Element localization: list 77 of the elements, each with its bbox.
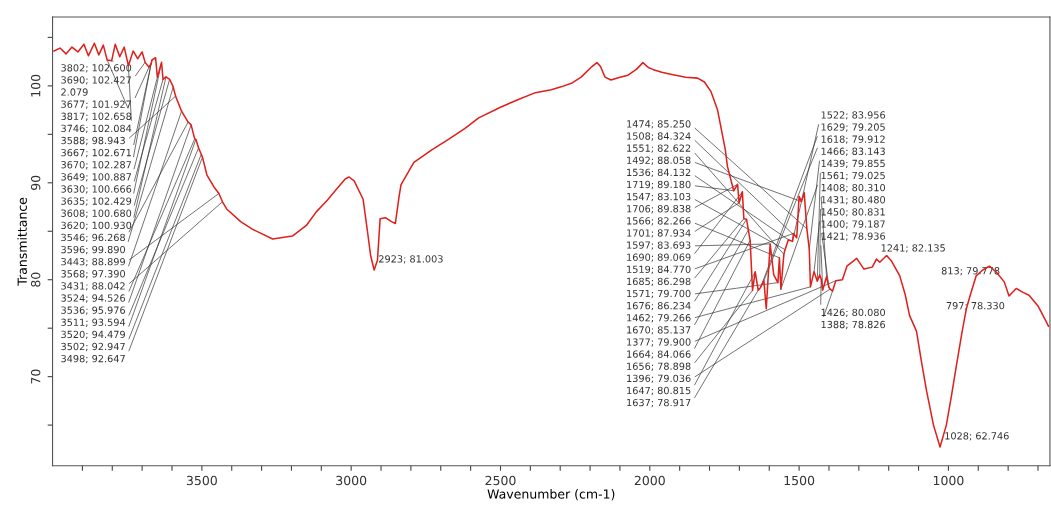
y-tick-label: 100 — [30, 74, 41, 97]
annotation: 1597; 83.693 — [627, 241, 691, 250]
annotation: 1466; 83.143 — [821, 147, 885, 156]
annotation: 1519; 84.770 — [627, 265, 691, 274]
annotation: 3817; 102.658 — [61, 112, 132, 121]
annotation: 2.079 — [61, 88, 88, 96]
annotation: 1618; 79.912 — [821, 135, 885, 144]
annotation: 1522; 83.956 — [821, 111, 886, 120]
annotation: 1241; 82.135 — [881, 244, 945, 253]
annotation: 3498; 92.647 — [61, 354, 125, 364]
annotation: 1690; 89.069 — [627, 253, 691, 262]
annotation: 3635; 102.429 — [61, 197, 132, 206]
annotation: 3588; 98.943 — [61, 136, 125, 146]
annotation: 1439; 79.855 — [821, 159, 885, 169]
annotation: 3431; 88.042 — [61, 282, 125, 291]
annotation: 1400; 79.187 — [821, 220, 885, 229]
annotation: 3511; 93.594 — [61, 318, 126, 327]
annotation: 3649; 100.887 — [61, 173, 132, 182]
annotation: 3608; 100.680 — [61, 209, 132, 218]
y-axis-title: Transmittance — [17, 197, 27, 286]
y-tick-label: 80 — [30, 272, 41, 287]
annotation: 1637; 78.917 — [627, 398, 691, 408]
annotation: 1701; 87.934 — [627, 229, 691, 238]
annotation: 1431; 80.480 — [821, 196, 886, 205]
annotation: 3568; 97.390 — [61, 270, 126, 279]
annotation: 1706; 89.838 — [627, 205, 691, 214]
annotation: 1566; 82.266 — [627, 217, 691, 226]
annotation: 1551; 82.622 — [627, 144, 691, 153]
annotation: 3536; 95.976 — [61, 306, 126, 315]
annotation: 1492; 88.058 — [627, 156, 691, 165]
annotation: 3524; 94.526 — [61, 294, 126, 303]
annotation: 1508; 84.324 — [627, 132, 691, 141]
annotation: 3502; 92.947 — [61, 342, 125, 352]
x-tick-label: 3000 — [336, 475, 367, 486]
annotation: 3520; 94.479 — [61, 330, 125, 340]
annotation: 1664; 84.066 — [627, 350, 691, 359]
annotation: 1474; 85.250 — [627, 120, 691, 129]
x-tick-label: 2500 — [485, 475, 516, 486]
annotation: 1396; 79.036 — [627, 374, 691, 384]
annotation: 3667; 102.671 — [61, 148, 131, 158]
annotation: 1676; 86.234 — [627, 301, 691, 311]
annotation: 1462; 79.266 — [627, 314, 691, 323]
annotation: 1426; 80.080 — [821, 308, 886, 318]
annotation: 1421; 78.936 — [821, 232, 886, 241]
annotation: 3670; 102.287 — [61, 161, 132, 170]
annotation: 1571; 79.700 — [627, 289, 691, 299]
x-axis-title: Wavenumber (cm-1) — [487, 489, 615, 501]
annotation: 1450; 80.831 — [821, 208, 885, 217]
annotation: 3620; 100.930 — [61, 221, 132, 230]
line-series — [53, 42, 1050, 448]
annotation: 1647; 80.815 — [627, 386, 691, 396]
x-tick-label: 1500 — [784, 475, 815, 486]
annotation: 3630; 100.666 — [61, 185, 132, 194]
annotation: 2923; 81.003 — [379, 255, 443, 264]
annotation: 1377; 79.900 — [627, 338, 691, 347]
annotation: 1629; 79.205 — [821, 123, 885, 132]
annotation: 1028; 62.746 — [945, 432, 1009, 441]
x-tick-label: 2000 — [634, 475, 665, 486]
annotation: 1561; 79.025 — [821, 171, 885, 181]
x-tick-label: 3500 — [186, 475, 217, 486]
annotation: 3746; 102.084 — [61, 124, 132, 134]
annotation: 1547; 83.103 — [627, 192, 691, 202]
annotation: 1656; 78.898 — [627, 362, 691, 371]
annotation: 3596; 99.890 — [61, 245, 126, 255]
annotation: 3690; 102.427 — [61, 76, 132, 85]
annotation: 1388; 78.826 — [821, 320, 886, 330]
annotation: 3546; 96.268 — [61, 233, 125, 243]
annotation: 1536; 84.132 — [627, 168, 691, 178]
annotation: 797; 78.330 — [946, 301, 1005, 311]
x-tick-label: 1000 — [933, 475, 964, 486]
annotation: 1670; 85.137 — [627, 326, 691, 335]
y-tick-label: 70 — [30, 369, 41, 384]
annotation: 3443; 88.899 — [61, 258, 125, 267]
annotation: 1719; 89.180 — [627, 180, 691, 190]
annotation: 1685; 86.298 — [627, 277, 691, 287]
y-tick-label: 90 — [30, 175, 41, 190]
annotation: 1408; 80.310 — [821, 183, 886, 193]
